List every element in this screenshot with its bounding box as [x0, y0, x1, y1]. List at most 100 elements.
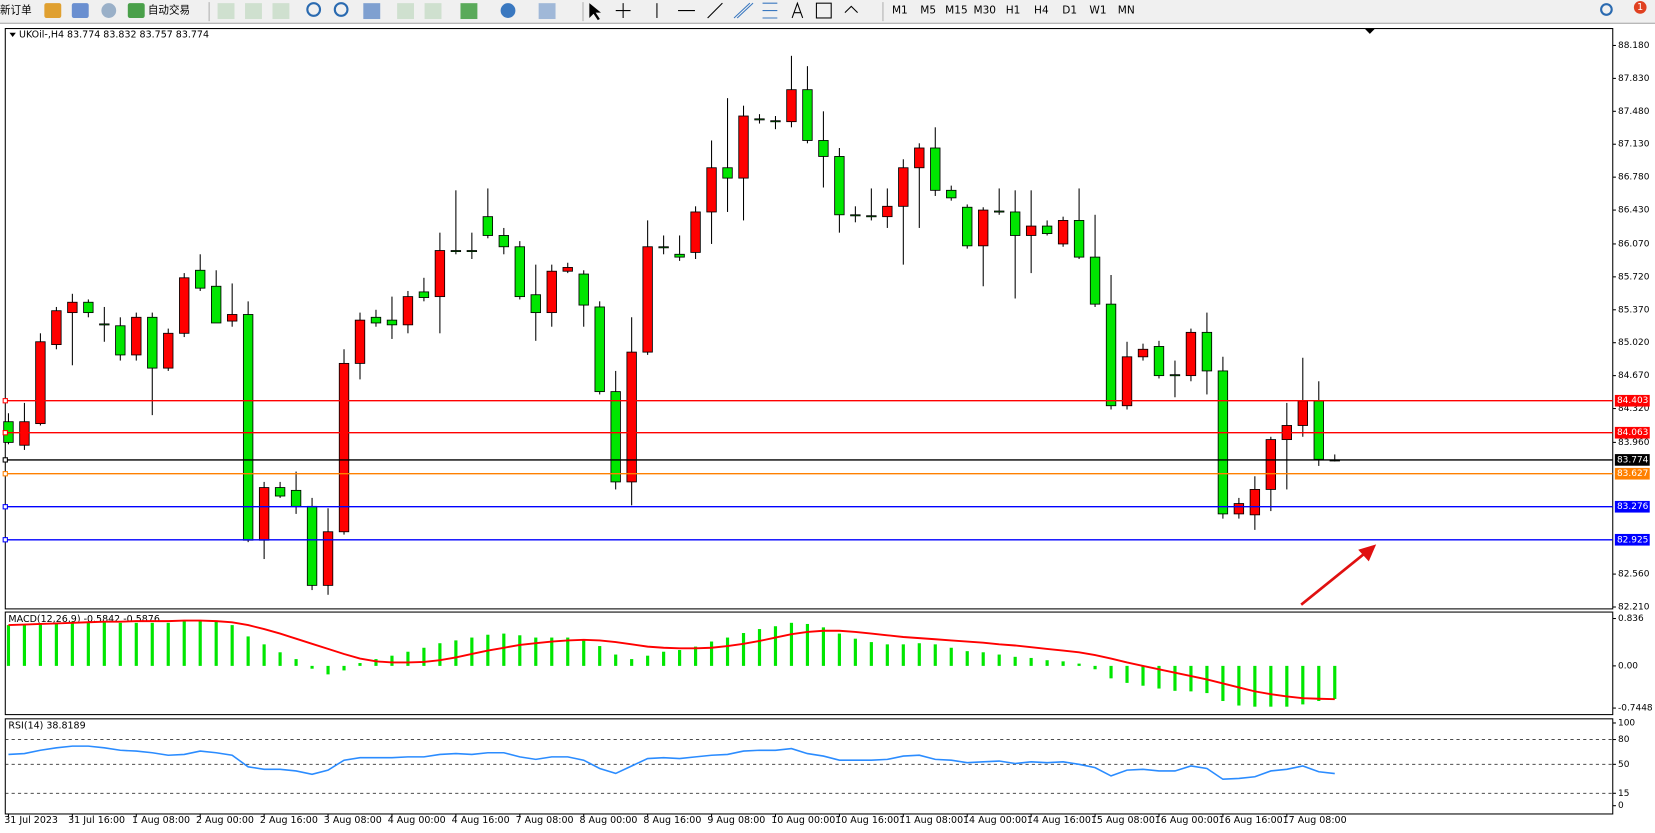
icon[interactable]	[306, 2, 322, 17]
candle-body	[211, 285, 222, 324]
candle-body	[1137, 348, 1149, 358]
candle-body	[594, 306, 605, 393]
level-handle	[2, 537, 8, 543]
timeframe-button[interactable]: H4	[1034, 5, 1049, 17]
text-tool[interactable]	[791, 1, 804, 19]
icon[interactable]	[460, 3, 478, 20]
notification-badge[interactable]	[1633, 1, 1647, 14]
macd-bar	[1253, 665, 1257, 707]
trendline-tool[interactable]	[707, 2, 723, 19]
timeframe-button[interactable]: MN	[1118, 5, 1135, 17]
timeframes: M1 M5 M15 M30 H1 H4 D1 W1 MN	[892, 5, 1135, 17]
macd-bar	[678, 650, 682, 666]
macd-bar	[38, 623, 42, 666]
macd-bar	[102, 622, 106, 666]
shift-marker	[1364, 28, 1376, 34]
timeframe-button[interactable]: M30	[974, 5, 997, 17]
x-tick-label: 3 Aug 08:00	[324, 815, 382, 826]
icon[interactable]	[500, 3, 516, 18]
macd-bar	[1317, 665, 1321, 702]
macd-bar	[1173, 665, 1177, 691]
macd-bar	[246, 636, 250, 666]
candle-body	[195, 269, 206, 289]
candle-body	[642, 246, 653, 353]
level-label: 84.403	[1617, 396, 1648, 406]
candle-body	[258, 487, 270, 541]
macd-bar	[1237, 665, 1241, 706]
timeframe-button[interactable]: M1	[892, 5, 908, 17]
icon[interactable]	[217, 3, 235, 20]
candle-body	[1249, 489, 1261, 516]
candle-body	[418, 291, 430, 298]
macd-bar	[646, 655, 650, 666]
macd-bar	[901, 644, 905, 666]
macd-bar	[470, 637, 474, 666]
candle-body	[131, 316, 142, 356]
level-label-bg	[1614, 500, 1650, 513]
candle-body	[386, 319, 398, 326]
candle-body	[450, 250, 462, 253]
auto-trading-button[interactable]: 自动交易	[148, 4, 190, 17]
candle-body	[1009, 211, 1021, 236]
icon[interactable]	[397, 3, 415, 20]
macd-bar	[885, 644, 889, 666]
candle-body	[610, 391, 621, 483]
macd-bar	[294, 659, 298, 666]
timeframe-button[interactable]: D1	[1062, 5, 1077, 17]
candle-body	[1217, 370, 1229, 515]
icon[interactable]	[363, 3, 381, 20]
y-tick-label: 82.210	[1618, 603, 1650, 613]
macd-bar	[1013, 656, 1017, 666]
macd-bar	[1157, 665, 1161, 689]
timeframe-button[interactable]: M5	[920, 5, 936, 17]
timeframe-button[interactable]: M15	[945, 5, 968, 17]
candle-body	[226, 314, 238, 322]
icon[interactable]	[44, 3, 62, 18]
macd-bar	[997, 654, 1001, 666]
icon[interactable]	[538, 3, 556, 20]
macd-bar	[86, 621, 90, 666]
x-tick-label: 17 Aug 08:00	[1283, 815, 1347, 826]
candle-body	[626, 351, 637, 483]
y-tick-label: 83.960	[1618, 438, 1650, 448]
candle-body	[514, 246, 525, 298]
toolbar: 新订单 自动交易 M1 M5 M15 M30 H1 H4 D1 W1 MN 1	[0, 0, 1655, 24]
level-label-bg	[1614, 467, 1650, 480]
icon[interactable]	[127, 3, 145, 18]
candle-body	[322, 531, 334, 586]
candle-body	[482, 216, 494, 236]
macd-bar	[518, 635, 522, 666]
macd-bar	[374, 659, 378, 666]
cursor-tool[interactable]	[589, 3, 601, 21]
y-tick-label: 0.836	[1618, 614, 1644, 624]
crosshair-tool[interactable]	[615, 3, 631, 18]
icon[interactable]	[71, 3, 89, 18]
fibo-tool[interactable]	[762, 2, 778, 19]
search-icon[interactable]	[1600, 3, 1613, 16]
candle-body	[818, 140, 829, 157]
x-tick-label: 2 Aug 00:00	[196, 815, 254, 826]
timeframe-button[interactable]: W1	[1089, 5, 1106, 17]
arrow-tool[interactable]	[844, 5, 858, 14]
level-label: 83.627	[1617, 469, 1648, 479]
icon[interactable]	[101, 3, 117, 18]
new-order-button[interactable]: 新订单	[0, 4, 32, 17]
candle-body	[770, 120, 781, 123]
macd-bar	[550, 637, 554, 666]
y-tick-label: 15	[1618, 789, 1629, 799]
macd-bar	[534, 637, 538, 666]
x-tick-label: 10 Aug 00:00	[771, 815, 835, 826]
channel-tool[interactable]	[733, 2, 754, 19]
macd-bar	[709, 641, 714, 666]
timeframe-button[interactable]: H1	[1006, 5, 1021, 17]
y-tick-label: -0.7448	[1618, 704, 1653, 714]
icon[interactable]	[272, 3, 290, 20]
icon[interactable]	[333, 2, 349, 17]
candle-body	[1089, 256, 1101, 305]
icon[interactable]	[424, 3, 442, 20]
label-tool[interactable]	[815, 2, 832, 19]
macd-bar	[757, 629, 762, 666]
candle-body	[402, 296, 414, 326]
icon[interactable]	[245, 3, 262, 20]
candle-body	[786, 89, 797, 123]
